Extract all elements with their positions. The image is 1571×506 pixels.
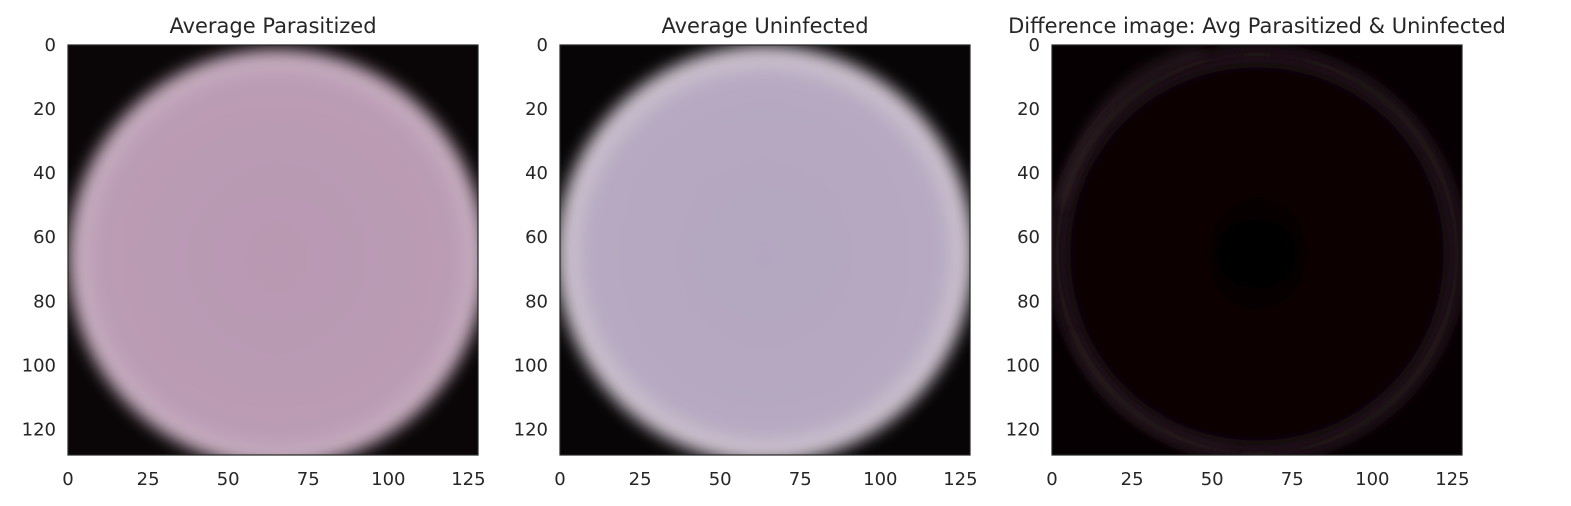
x-tick-label: 75 <box>297 469 320 490</box>
y-tick-label: 100 <box>514 355 548 376</box>
y-tick-label: 60 <box>33 227 56 248</box>
y-tick-label: 100 <box>22 355 56 376</box>
panel-title-uninfected: Average Uninfected <box>661 14 868 38</box>
x-tick-label: 0 <box>554 469 565 490</box>
x-tick-label: 50 <box>709 469 732 490</box>
y-tick-label: 60 <box>525 227 548 248</box>
y-tick-label: 120 <box>514 419 548 440</box>
x-tick-label: 125 <box>943 469 977 490</box>
cell-disc-uninfected <box>560 45 970 455</box>
x-tick-label: 0 <box>1046 469 1057 490</box>
cell-disc-difference <box>1052 45 1462 455</box>
axes-uninfected: Average Uninfected 0 25 50 75 100 125 0 20 40 60 80… <box>514 14 978 490</box>
y-tick-label: 0 <box>45 35 56 56</box>
x-tick-label: 75 <box>1281 469 1304 490</box>
x-tick-label: 100 <box>1355 469 1389 490</box>
y-tick-label: 100 <box>1006 355 1040 376</box>
y-tick-label: 60 <box>1017 227 1040 248</box>
y-tick-label: 40 <box>525 163 548 184</box>
y-tick-label: 80 <box>525 291 548 312</box>
y-tick-label: 40 <box>1017 163 1040 184</box>
y-tick-label: 20 <box>525 99 548 120</box>
x-tick-label: 100 <box>371 469 405 490</box>
axes-parasitized: Average Parasitized 0 25 50 75 100 125 0 20 40 60 8… <box>22 14 486 490</box>
y-tick-label: 80 <box>1017 291 1040 312</box>
x-tick-label: 125 <box>451 469 485 490</box>
axes-frame-uninfected <box>559 44 971 456</box>
x-tick-label: 25 <box>137 469 160 490</box>
y-tick-label: 120 <box>22 419 56 440</box>
cell-disc-parasitized <box>68 45 478 455</box>
difference-ring-artifact <box>1055 45 1204 207</box>
panel-parasitized <box>68 45 478 455</box>
y-tick-label: 20 <box>1017 99 1040 120</box>
x-tick-label: 25 <box>629 469 652 490</box>
x-tick-label: 50 <box>1201 469 1224 490</box>
panel-title-difference: Difference image: Avg Parasitized & Unin… <box>1008 14 1506 38</box>
x-tick-label: 75 <box>789 469 812 490</box>
axes-frame-parasitized <box>67 44 479 456</box>
x-tick-label: 50 <box>217 469 240 490</box>
axes-frame-difference <box>1051 44 1463 456</box>
x-tick-label: 25 <box>1121 469 1144 490</box>
y-tick-label: 20 <box>33 99 56 120</box>
difference-ring-artifact <box>1069 333 1233 453</box>
panel-uninfected <box>560 45 970 455</box>
x-tick-label: 0 <box>62 469 73 490</box>
y-tick-label: 0 <box>1029 35 1040 56</box>
axes-difference: Difference image: Avg Parasitized & Unin… <box>1006 14 1506 490</box>
panel-difference <box>1052 45 1462 455</box>
y-tick-label: 120 <box>1006 419 1040 440</box>
x-tick-label: 125 <box>1435 469 1469 490</box>
panel-title-parasitized: Average Parasitized <box>169 14 376 38</box>
y-tick-label: 0 <box>537 35 548 56</box>
y-tick-label: 80 <box>33 291 56 312</box>
x-tick-label: 100 <box>863 469 897 490</box>
y-tick-label: 40 <box>33 163 56 184</box>
